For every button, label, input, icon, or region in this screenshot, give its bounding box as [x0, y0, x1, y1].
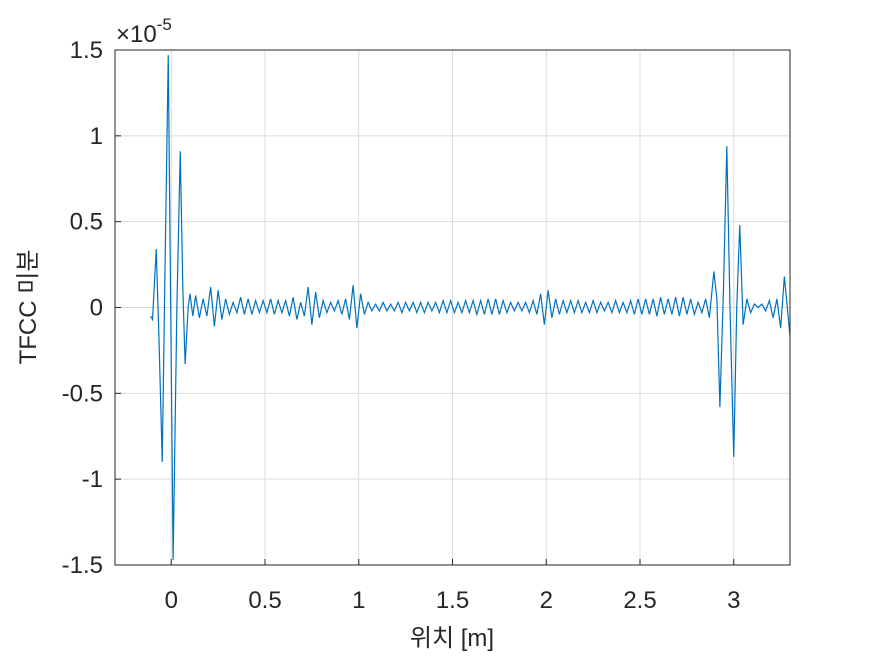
- y-exponent: ×10-5: [116, 15, 172, 48]
- x-tick-label: 0.5: [248, 587, 281, 614]
- y-tick-label: 1: [90, 123, 103, 150]
- x-axis-label: 위치 [m]: [410, 625, 494, 652]
- y-exponent-power: -5: [157, 15, 172, 34]
- y-tick-label: 0.5: [70, 209, 103, 236]
- y-tick-label: 0: [90, 295, 103, 322]
- x-tick-label: 0: [165, 587, 178, 614]
- y-axis-label: TFCC 미분: [15, 250, 42, 365]
- axes-box: [114, 49, 791, 566]
- y-tick-label: 1.5: [70, 37, 103, 64]
- data-line: [150, 55, 791, 560]
- x-tick-label: 1: [352, 587, 365, 614]
- x-tick-label: 2: [540, 587, 553, 614]
- y-exponent-base: ×10: [116, 21, 157, 48]
- y-tick-label: -1: [82, 466, 103, 493]
- y-tick-label: -1.5: [62, 552, 103, 579]
- x-tick-label: 3: [727, 587, 740, 614]
- x-tick-label: 2.5: [623, 587, 656, 614]
- y-tick-label: -0.5: [62, 380, 103, 407]
- x-tick-label: 1.5: [436, 587, 469, 614]
